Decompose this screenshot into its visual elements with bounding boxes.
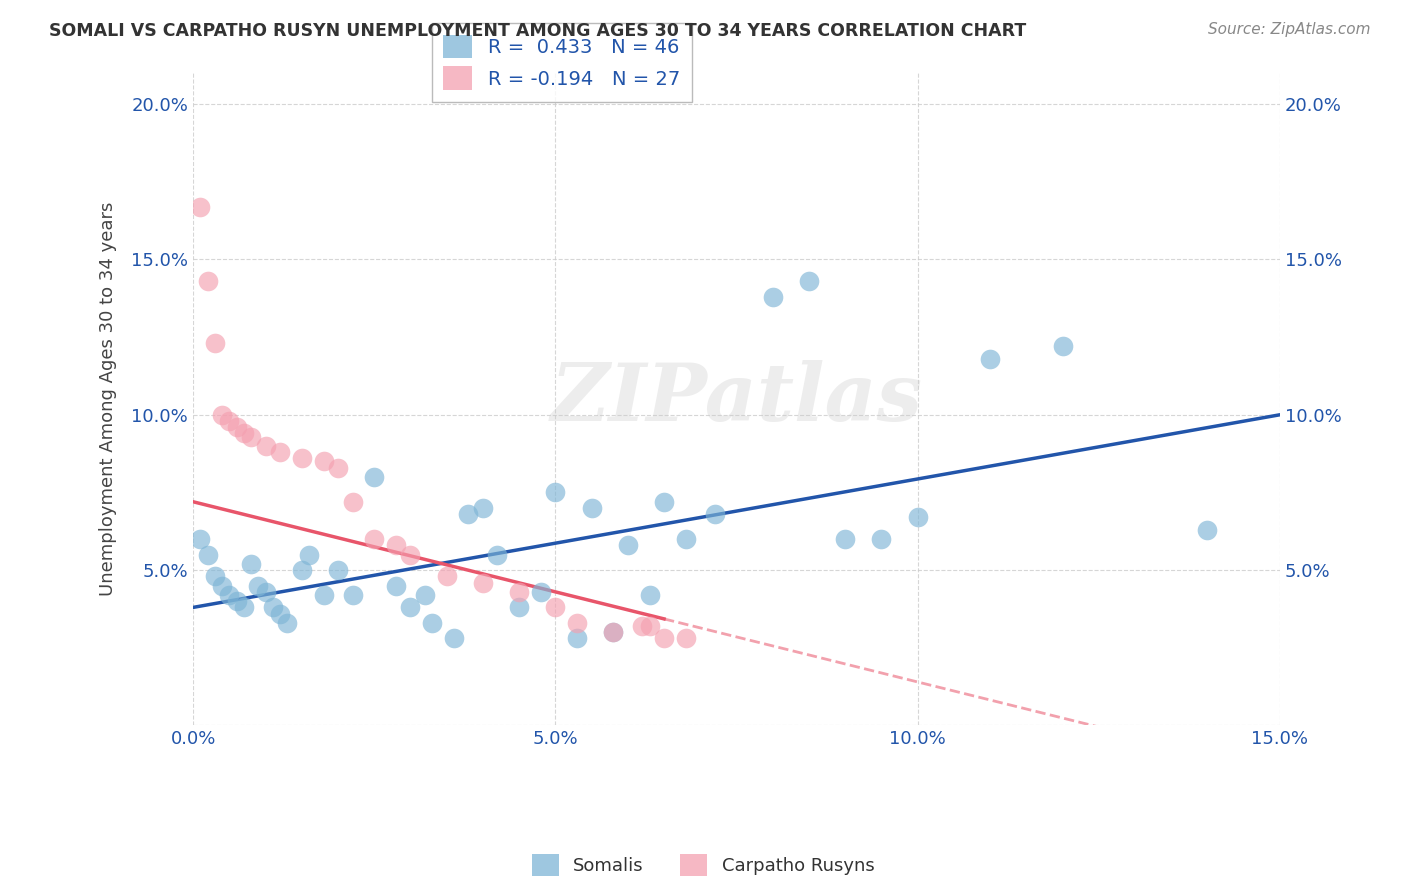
Point — [240, 429, 263, 443]
Point — [399, 600, 422, 615]
Point — [385, 579, 408, 593]
Point — [326, 460, 349, 475]
Y-axis label: Unemployment Among Ages 30 to 34 years: Unemployment Among Ages 30 to 34 years — [100, 202, 117, 597]
Point — [342, 495, 364, 509]
Point — [1197, 523, 1219, 537]
Point — [797, 274, 820, 288]
Point — [907, 510, 929, 524]
Point — [638, 588, 661, 602]
Point — [312, 454, 335, 468]
Point — [631, 619, 654, 633]
Point — [269, 607, 291, 621]
Text: Source: ZipAtlas.com: Source: ZipAtlas.com — [1208, 22, 1371, 37]
Point — [254, 439, 277, 453]
Point — [276, 615, 298, 630]
Point — [363, 470, 385, 484]
Point — [652, 495, 675, 509]
Point — [544, 600, 567, 615]
Text: SOMALI VS CARPATHO RUSYN UNEMPLOYMENT AMONG AGES 30 TO 34 YEARS CORRELATION CHAR: SOMALI VS CARPATHO RUSYN UNEMPLOYMENT AM… — [49, 22, 1026, 40]
Point — [291, 563, 314, 577]
Point — [254, 585, 277, 599]
Point — [204, 336, 226, 351]
Point — [211, 579, 233, 593]
Point — [204, 569, 226, 583]
Text: ZIPatlas: ZIPatlas — [551, 360, 922, 438]
Point — [508, 600, 530, 615]
Point — [617, 538, 640, 552]
Point — [197, 548, 219, 562]
Point — [436, 569, 458, 583]
Point — [298, 548, 321, 562]
Point — [638, 619, 661, 633]
Point — [565, 632, 588, 646]
Point — [420, 615, 443, 630]
Point — [326, 563, 349, 577]
Point — [312, 588, 335, 602]
Point — [675, 532, 697, 546]
Point — [363, 532, 385, 546]
Point — [342, 588, 364, 602]
Point — [979, 351, 1001, 366]
Legend: Somalis, Carpatho Rusyns: Somalis, Carpatho Rusyns — [524, 847, 882, 883]
Point — [190, 532, 212, 546]
Point — [703, 507, 725, 521]
Point — [262, 600, 284, 615]
Point — [675, 632, 697, 646]
Point — [211, 408, 233, 422]
Point — [225, 594, 247, 608]
Point — [457, 507, 479, 521]
Point — [471, 575, 494, 590]
Point — [218, 414, 240, 428]
Point — [232, 426, 254, 441]
Point — [232, 600, 254, 615]
Point — [218, 588, 240, 602]
Point — [269, 445, 291, 459]
Point — [197, 274, 219, 288]
Point — [240, 557, 263, 571]
Point — [762, 290, 785, 304]
Point — [443, 632, 465, 646]
Point — [471, 500, 494, 515]
Point — [834, 532, 856, 546]
Point — [530, 585, 553, 599]
Point — [602, 625, 624, 640]
Point — [225, 420, 247, 434]
Point — [291, 451, 314, 466]
Point — [486, 548, 509, 562]
Point — [1052, 339, 1074, 353]
Point — [544, 485, 567, 500]
Point — [565, 615, 588, 630]
Point — [870, 532, 893, 546]
Point — [508, 585, 530, 599]
Point — [247, 579, 270, 593]
Point — [385, 538, 408, 552]
Point — [399, 548, 422, 562]
Point — [652, 632, 675, 646]
Point — [190, 200, 212, 214]
Point — [602, 625, 624, 640]
Point — [581, 500, 603, 515]
Point — [413, 588, 436, 602]
